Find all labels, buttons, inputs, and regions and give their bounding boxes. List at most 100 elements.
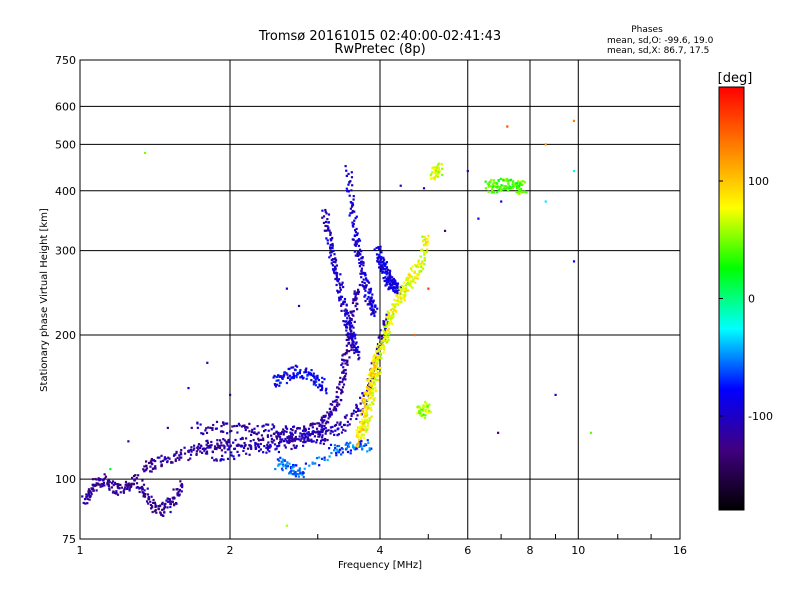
data-point <box>311 426 314 429</box>
data-point <box>370 373 373 376</box>
data-point <box>220 458 223 461</box>
data-point <box>345 304 348 307</box>
data-point <box>352 340 355 344</box>
data-point <box>348 336 352 339</box>
data-point <box>321 421 324 424</box>
data-point <box>416 405 419 408</box>
data-point <box>205 427 208 430</box>
data-point <box>406 282 409 285</box>
data-point <box>176 456 179 460</box>
data-point <box>175 488 178 491</box>
data-point <box>328 412 331 415</box>
data-point <box>383 267 386 271</box>
data-point <box>497 179 500 182</box>
data-point <box>281 430 284 433</box>
data-point <box>319 423 322 426</box>
data-point <box>220 424 223 428</box>
data-point <box>364 443 367 446</box>
data-point <box>437 170 440 174</box>
data-point <box>419 262 422 266</box>
data-point <box>325 387 328 390</box>
data-point <box>313 376 316 379</box>
data-point <box>324 414 327 417</box>
data-point <box>341 451 344 454</box>
data-point <box>278 444 281 447</box>
data-point <box>322 221 326 224</box>
data-point <box>227 440 230 444</box>
data-point <box>346 321 350 324</box>
data-point <box>371 395 374 398</box>
data-point <box>149 503 153 507</box>
data-point <box>379 261 382 264</box>
data-point <box>355 406 358 409</box>
data-point <box>211 428 214 431</box>
data-point <box>330 429 333 432</box>
data-point <box>361 280 364 284</box>
data-point <box>378 255 381 259</box>
data-point <box>170 460 173 464</box>
data-point <box>187 458 190 462</box>
data-point <box>166 506 169 509</box>
data-point <box>304 462 307 465</box>
data-point <box>144 460 148 463</box>
data-point <box>426 248 429 251</box>
data-point <box>330 251 333 254</box>
data-point <box>160 513 163 516</box>
data-point <box>426 240 429 244</box>
data-point <box>287 472 291 475</box>
data-point <box>366 279 369 282</box>
data-point <box>422 267 425 270</box>
data-point <box>351 338 354 341</box>
data-point <box>256 424 259 428</box>
data-point <box>159 460 163 463</box>
data-point <box>283 444 286 447</box>
data-point <box>293 438 296 441</box>
data-point <box>367 406 370 410</box>
data-point <box>229 430 232 433</box>
data-point <box>224 422 228 425</box>
data-point <box>372 402 375 406</box>
data-point <box>342 300 345 303</box>
data-point <box>339 423 342 426</box>
data-point <box>81 495 84 498</box>
data-point <box>279 456 282 459</box>
data-point <box>86 502 89 505</box>
data-point <box>368 377 371 380</box>
data-point <box>345 174 348 177</box>
data-point <box>306 436 309 439</box>
data-point <box>210 444 213 447</box>
data-point <box>210 440 213 444</box>
data-point <box>282 440 286 443</box>
data-point <box>572 169 576 173</box>
data-point <box>364 420 367 423</box>
data-point <box>215 420 219 424</box>
data-point <box>161 508 164 511</box>
data-point <box>388 273 391 276</box>
data-point <box>344 372 348 375</box>
data-point <box>333 444 337 447</box>
data-point <box>407 276 411 279</box>
data-point <box>335 264 339 267</box>
data-point <box>373 372 376 376</box>
data-point <box>363 444 366 447</box>
data-point <box>352 225 355 228</box>
data-point <box>276 458 279 461</box>
data-point <box>331 264 335 267</box>
data-point <box>371 308 374 311</box>
data-point <box>318 424 321 428</box>
data-point <box>374 368 377 371</box>
data-point <box>354 342 357 345</box>
data-point <box>335 273 338 277</box>
data-point <box>415 273 418 277</box>
data-point <box>312 440 315 443</box>
data-point <box>436 165 439 168</box>
data-point <box>342 366 345 369</box>
data-point <box>279 375 282 378</box>
data-point <box>303 427 306 430</box>
data-point <box>385 261 388 264</box>
data-point <box>219 430 223 433</box>
data-point <box>359 409 362 412</box>
data-point <box>361 256 364 260</box>
data-point <box>353 234 356 237</box>
data-point <box>201 447 204 451</box>
